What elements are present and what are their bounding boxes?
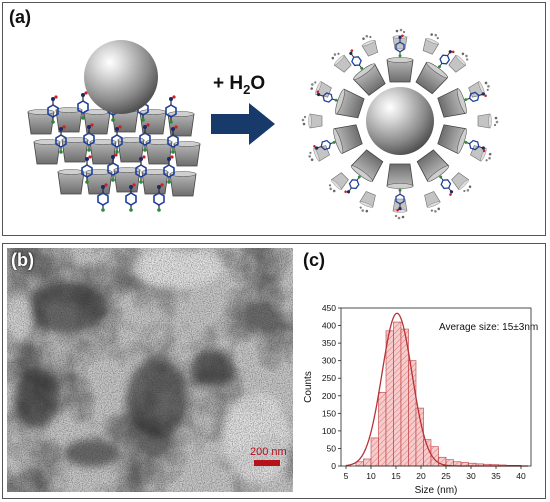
- schematic-illustration: [27, 28, 499, 220]
- x-tick-label: 30: [466, 471, 476, 481]
- panel-label-b: (b): [11, 250, 34, 270]
- histogram-bar: [370, 437, 379, 467]
- x-tick-label: 40: [516, 471, 526, 481]
- histogram-bar: [400, 328, 409, 467]
- tem-micrograph: 200 nm: [7, 248, 293, 492]
- schematic-panel: (a): [2, 2, 546, 236]
- y-tick-label: 200: [322, 391, 336, 401]
- panel-label-a: (a): [9, 7, 31, 27]
- y-tick-label: 450: [322, 303, 336, 313]
- histogram-svg: 5 10 15 20 25 30 35 40 0 50 100 150 200 250 300 350 400…: [303, 303, 538, 496]
- size-distribution-chart: (c) 5 10 15 20 25 30 35 40 0 50 100 150 200 250 300 35…: [295, 246, 543, 496]
- tem-image: [7, 248, 293, 492]
- average-size-annotation: Average size: 15±3nm: [439, 322, 538, 333]
- reaction-label: + H2O: [213, 73, 266, 97]
- x-axis-label: Size (nm): [415, 485, 458, 496]
- x-tick-label: 35: [491, 471, 501, 481]
- coated-nanoparticle: [301, 28, 499, 220]
- y-tick-label: 300: [322, 356, 336, 366]
- histogram-bar: [363, 458, 372, 467]
- scale-bar: [254, 460, 280, 466]
- panel-label-c: (c): [303, 250, 325, 270]
- y-tick-label: 350: [322, 338, 336, 348]
- y-tick-label: 150: [322, 408, 336, 418]
- histogram-bar: [385, 330, 394, 467]
- histogram-bar: [355, 461, 364, 467]
- x-tick-label: 25: [441, 471, 451, 481]
- y-tick-label: 100: [322, 426, 336, 436]
- reaction-arrow: [211, 103, 275, 145]
- histogram-bar: [378, 391, 387, 467]
- nanoparticle-sphere-right: [366, 87, 434, 155]
- y-tick-label: 0: [331, 461, 336, 471]
- results-panel: 200 nm (b) (c) 5 10 15 20 25 30 35 40 0 50 100 150…: [2, 243, 546, 499]
- y-tick-label: 250: [322, 373, 336, 383]
- plot-frame: [340, 307, 532, 467]
- x-tick-label: 5: [344, 471, 349, 481]
- y-tick-label: 50: [327, 443, 337, 453]
- scale-bar-label: 200 nm: [250, 446, 287, 458]
- x-tick-label: 10: [366, 471, 376, 481]
- x-tick-label: 15: [391, 471, 401, 481]
- nanoparticle-sphere-left: [84, 40, 158, 114]
- x-tick-label: 20: [416, 471, 426, 481]
- y-tick-label: 400: [322, 321, 336, 331]
- histogram-bar: [393, 321, 402, 467]
- y-axis-label: Counts: [303, 371, 314, 403]
